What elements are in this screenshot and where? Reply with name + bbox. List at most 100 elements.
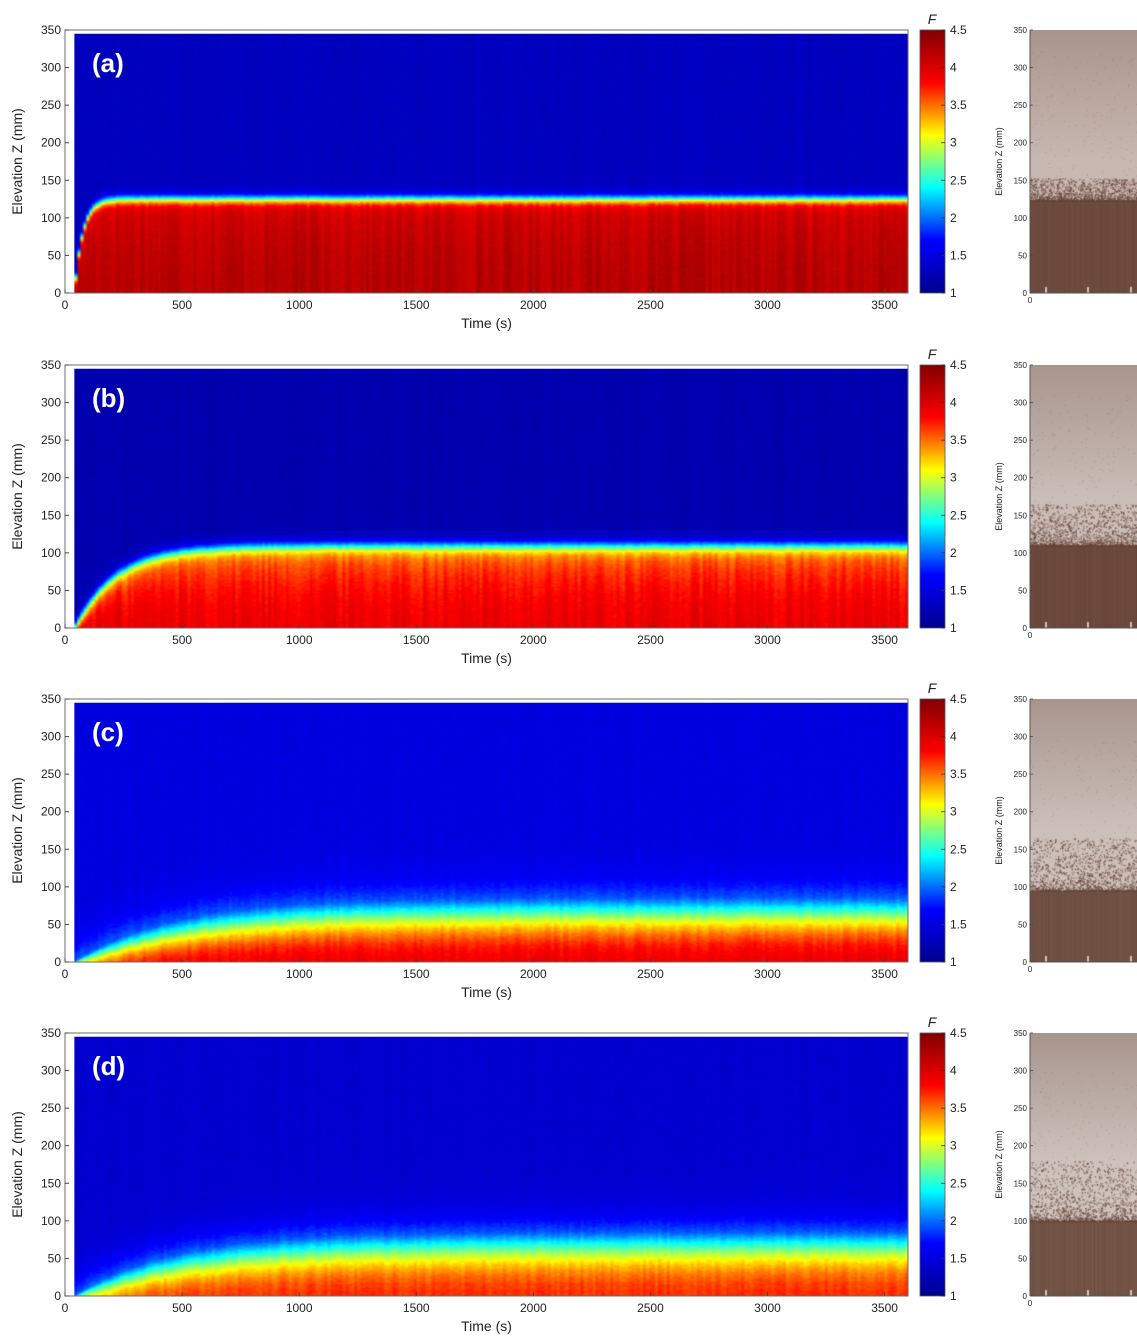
photo-y-tick-label: 100 bbox=[1014, 1217, 1028, 1226]
panel-label: (a) bbox=[92, 48, 124, 78]
x-tick-label: 1500 bbox=[403, 967, 430, 981]
x-tick-label: 2000 bbox=[520, 1301, 547, 1315]
y-tick-label: 100 bbox=[41, 211, 61, 225]
x-tick-label: 500 bbox=[172, 1301, 192, 1315]
colorbar bbox=[919, 1032, 946, 1297]
x-tick-label: 3000 bbox=[754, 298, 781, 312]
y-tick-label: 350 bbox=[41, 23, 61, 37]
panel-label: (b) bbox=[92, 383, 125, 413]
colorbar bbox=[919, 364, 946, 629]
x-tick-label: 3000 bbox=[754, 967, 781, 981]
x-tick-label: 0 bbox=[62, 967, 69, 981]
panel-d: 0 500 1000 1500 2000 2500 3000 3500050100150200… bbox=[9, 1014, 1137, 1334]
x-tick-label: 2500 bbox=[637, 633, 664, 647]
colorbar-tick-label: 2 bbox=[950, 211, 957, 225]
y-tick-label: 250 bbox=[41, 433, 61, 447]
y-tick-label: 150 bbox=[41, 508, 61, 522]
colorbar-tick-label: 2 bbox=[950, 546, 957, 560]
photo-y-tick-label: 350 bbox=[1014, 695, 1028, 704]
colorbar-title: F bbox=[928, 346, 938, 362]
x-tick-label: 2000 bbox=[520, 633, 547, 647]
x-tick-label: 2500 bbox=[637, 967, 664, 981]
colorbar-tick-label: 1.5 bbox=[950, 917, 967, 931]
y-tick-label: 50 bbox=[48, 248, 62, 262]
photo-y-tick-label: 250 bbox=[1014, 770, 1028, 779]
photo-y-axis-label: Elevation Z (mm) bbox=[994, 462, 1004, 531]
y-tick-label: 350 bbox=[41, 1026, 61, 1040]
photo-y-tick-label: 0 bbox=[1023, 958, 1028, 967]
y-axis-label: Elevation Z (mm) bbox=[9, 1111, 25, 1218]
colorbar-title: F bbox=[928, 11, 938, 27]
y-tick-label: 150 bbox=[41, 1176, 61, 1190]
colorbar-tick-label: 1.5 bbox=[950, 583, 967, 597]
axes-frame bbox=[64, 364, 909, 629]
heatmap-image bbox=[74, 1036, 908, 1296]
y-tick-label: 200 bbox=[41, 805, 61, 819]
panel-label: (c) bbox=[92, 717, 124, 747]
y-tick-label: 50 bbox=[48, 917, 62, 931]
colorbar-tick-label: 3.5 bbox=[950, 433, 967, 447]
photo-y-tick-label: 150 bbox=[1014, 1179, 1028, 1188]
x-tick-label: 2500 bbox=[637, 298, 664, 312]
panel-c: 0 500 1000 1500 2000 2500 3000 3500050100150200… bbox=[9, 680, 1137, 1000]
photo-y-tick-label: 0 bbox=[1023, 1292, 1028, 1301]
y-tick-label: 250 bbox=[41, 1101, 61, 1115]
x-tick-label: 1500 bbox=[403, 298, 430, 312]
photo-x-tick-label: 0 bbox=[1028, 1299, 1033, 1308]
colorbar bbox=[919, 29, 946, 294]
x-tick-label: 3500 bbox=[871, 967, 898, 981]
photo-y-tick-label: 50 bbox=[1018, 251, 1027, 260]
photo-y-tick-label: 250 bbox=[1014, 1104, 1028, 1113]
colorbar-tick-label: 3 bbox=[950, 471, 957, 485]
y-tick-label: 150 bbox=[41, 842, 61, 856]
y-tick-label: 100 bbox=[41, 1214, 61, 1228]
heatmap-image bbox=[74, 368, 908, 628]
y-tick-label: 350 bbox=[41, 358, 61, 372]
panel-b: 0 500 1000 1500 2000 2500 3000 3500050100150200… bbox=[9, 346, 1137, 666]
colorbar-tick-label: 2.5 bbox=[950, 842, 967, 856]
y-tick-label: 0 bbox=[54, 286, 61, 300]
y-tick-label: 0 bbox=[54, 955, 61, 969]
colorbar bbox=[919, 698, 946, 963]
bed-photo bbox=[1030, 365, 1137, 628]
x-axis-label: Time (s) bbox=[461, 315, 512, 331]
photo-y-tick-label: 0 bbox=[1023, 289, 1028, 298]
x-axis-label: Time (s) bbox=[461, 1318, 512, 1334]
x-tick-label: 0 bbox=[62, 298, 69, 312]
y-axis-label: Elevation Z (mm) bbox=[9, 108, 25, 215]
colorbar-tick-label: 2.5 bbox=[950, 1176, 967, 1190]
x-tick-label: 3000 bbox=[754, 633, 781, 647]
colorbar-tick-label: 2 bbox=[950, 1214, 957, 1228]
colorbar-tick-label: 3 bbox=[950, 136, 957, 150]
y-tick-label: 150 bbox=[41, 173, 61, 187]
x-tick-label: 2000 bbox=[520, 967, 547, 981]
photo-y-tick-label: 200 bbox=[1014, 1142, 1028, 1151]
photo-y-tick-label: 50 bbox=[1018, 1254, 1027, 1263]
x-tick-label: 1500 bbox=[403, 633, 430, 647]
colorbar-tick-label: 4 bbox=[950, 396, 957, 410]
photo-y-tick-label: 100 bbox=[1014, 214, 1028, 223]
bed-photo bbox=[1030, 1033, 1137, 1296]
y-tick-label: 300 bbox=[41, 61, 61, 75]
photo-y-tick-label: 150 bbox=[1014, 176, 1028, 185]
y-tick-label: 50 bbox=[48, 1251, 62, 1265]
y-tick-label: 100 bbox=[41, 546, 61, 560]
colorbar-tick-label: 4.5 bbox=[950, 1026, 967, 1040]
photo-y-tick-label: 200 bbox=[1014, 808, 1028, 817]
colorbar-tick-label: 4 bbox=[950, 1064, 957, 1078]
y-tick-label: 200 bbox=[41, 136, 61, 150]
colorbar-tick-label: 3.5 bbox=[950, 1101, 967, 1115]
photo-y-tick-label: 50 bbox=[1018, 920, 1027, 929]
y-tick-label: 300 bbox=[41, 1064, 61, 1078]
colorbar-tick-label: 4.5 bbox=[950, 358, 967, 372]
x-tick-label: 500 bbox=[172, 967, 192, 981]
y-tick-label: 300 bbox=[41, 396, 61, 410]
photo-y-tick-label: 350 bbox=[1014, 26, 1028, 35]
colorbar-tick-label: 2 bbox=[950, 880, 957, 894]
colorbar-tick-label: 1 bbox=[950, 955, 957, 969]
colorbar-title: F bbox=[928, 1014, 938, 1030]
photo-x-tick-label: 0 bbox=[1028, 965, 1033, 974]
bed-photo bbox=[1030, 699, 1137, 962]
x-tick-label: 0 bbox=[62, 1301, 69, 1315]
y-tick-label: 200 bbox=[41, 471, 61, 485]
